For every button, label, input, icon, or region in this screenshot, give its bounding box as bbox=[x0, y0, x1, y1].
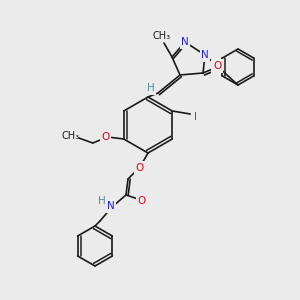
Text: N: N bbox=[201, 50, 209, 60]
Text: H: H bbox=[98, 196, 106, 206]
Text: O: O bbox=[102, 132, 110, 142]
Text: I: I bbox=[194, 112, 197, 122]
Text: O: O bbox=[213, 61, 221, 71]
Text: CH₃: CH₃ bbox=[153, 31, 171, 41]
Text: H: H bbox=[147, 83, 155, 93]
Text: O: O bbox=[138, 196, 146, 206]
Text: O: O bbox=[136, 163, 144, 173]
Text: CH₃: CH₃ bbox=[62, 131, 80, 141]
Text: N: N bbox=[181, 37, 189, 47]
Text: N: N bbox=[107, 201, 115, 211]
